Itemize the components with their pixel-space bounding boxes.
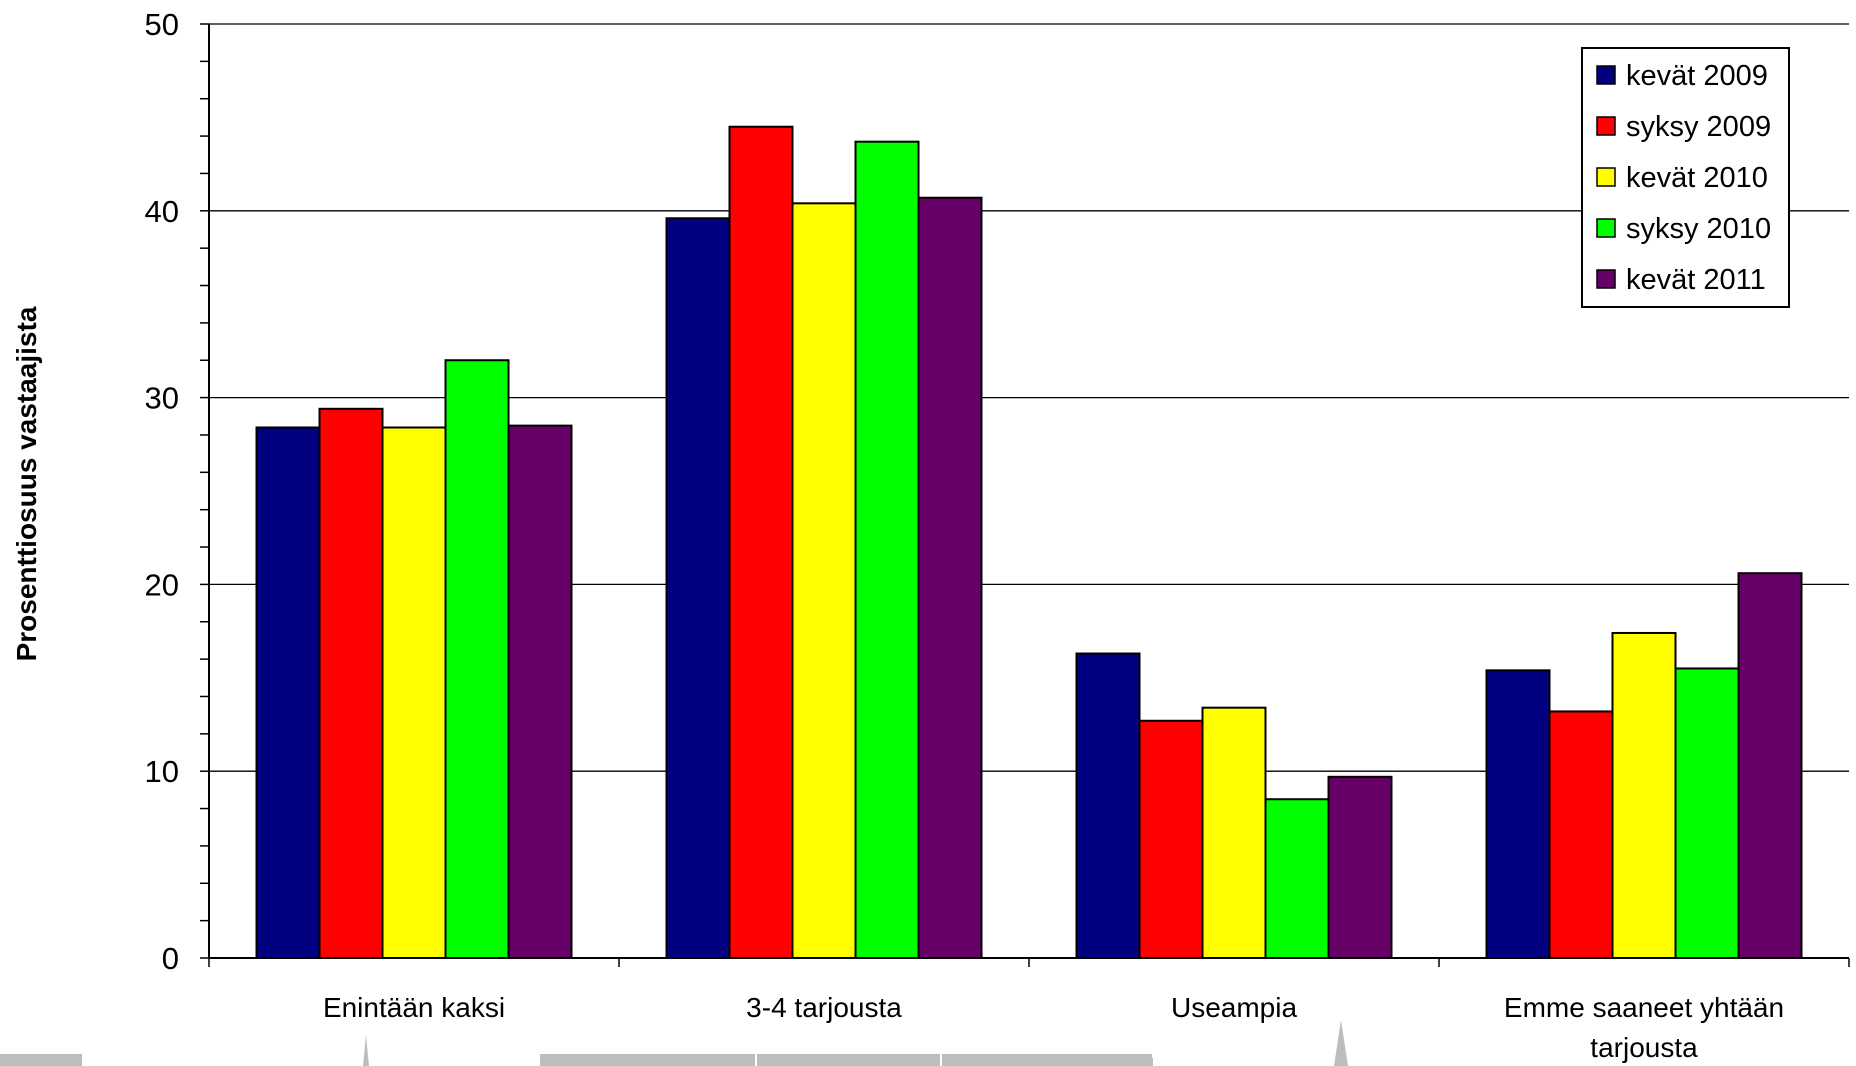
legend-entry: syksy 2009 xyxy=(1626,111,1771,143)
bar-3-4 xyxy=(1611,631,1677,960)
bar-4-2 xyxy=(854,140,920,959)
y-tick-label: 20 xyxy=(145,567,179,602)
watermark-spire xyxy=(1334,1020,1348,1066)
watermark-block xyxy=(1152,1058,1153,1066)
watermark-silhouette xyxy=(0,1020,1348,1066)
bar-5-2 xyxy=(917,196,983,959)
bar-5-4 xyxy=(1737,572,1803,960)
x-category-label: Useampia xyxy=(1171,992,1297,1023)
axes xyxy=(200,23,1850,967)
legend-box xyxy=(1581,47,1790,308)
bar-2-3 xyxy=(1138,719,1204,959)
y-tick-label: 10 xyxy=(145,754,179,789)
bar-1-1 xyxy=(255,426,321,960)
bar-3-1 xyxy=(381,426,447,960)
bar-1-2 xyxy=(665,217,731,960)
bar-5-3 xyxy=(1327,775,1393,960)
y-tick-label: 40 xyxy=(145,194,179,229)
x-category-label: tarjousta xyxy=(1590,1032,1698,1063)
watermark-block xyxy=(757,1054,940,1066)
legend-swatch xyxy=(1596,269,1616,289)
legend-swatch xyxy=(1596,218,1616,238)
legend-swatch xyxy=(1596,167,1616,187)
legend-swatch xyxy=(1596,65,1616,85)
y-tick-label: 50 xyxy=(145,7,179,42)
legend-entry: kevät 2010 xyxy=(1626,162,1768,194)
legend-swatch xyxy=(1596,116,1616,136)
watermark-block xyxy=(942,1054,1152,1066)
bar-4-1 xyxy=(444,359,510,959)
legend: kevät 2009 syksy 2009 kevät 2010 syksy 2010… xyxy=(1581,47,1790,308)
y-tick-label: 30 xyxy=(145,381,179,416)
bar-4-4 xyxy=(1674,667,1740,960)
bars xyxy=(255,125,1803,960)
legend-entry: kevät 2009 xyxy=(1626,60,1768,92)
bar-2-2 xyxy=(728,125,794,960)
legend-entry: syksy 2010 xyxy=(1626,213,1771,245)
x-category-label: Emme saaneet yhtään xyxy=(1504,992,1784,1023)
bar-3-3 xyxy=(1201,706,1267,959)
x-category-label: Enintään kaksi xyxy=(323,992,505,1023)
bar-1-4 xyxy=(1485,669,1551,959)
bar-4-3 xyxy=(1264,798,1330,959)
bar-1-3 xyxy=(1075,652,1141,959)
bar-5-1 xyxy=(507,424,573,959)
bar-2-1 xyxy=(318,407,384,960)
y-tick-labels: 0 10 20 30 40 50 xyxy=(145,7,179,976)
x-category-label: 3-4 tarjousta xyxy=(746,992,902,1023)
y-axis-label: Prosenttiosuus vastaajista xyxy=(11,306,42,661)
watermark-block xyxy=(0,1054,82,1066)
x-category-labels: Enintään kaksi 3-4 tarjousta Useampia Emme … xyxy=(323,992,1784,1063)
legend-entry: kevät 2011 xyxy=(1626,264,1766,296)
bar-2-4 xyxy=(1548,710,1614,960)
bar-3-2 xyxy=(791,202,857,959)
watermark-spire xyxy=(363,1035,369,1066)
watermark-block xyxy=(540,1054,755,1066)
y-tick-label: 0 xyxy=(162,941,179,976)
